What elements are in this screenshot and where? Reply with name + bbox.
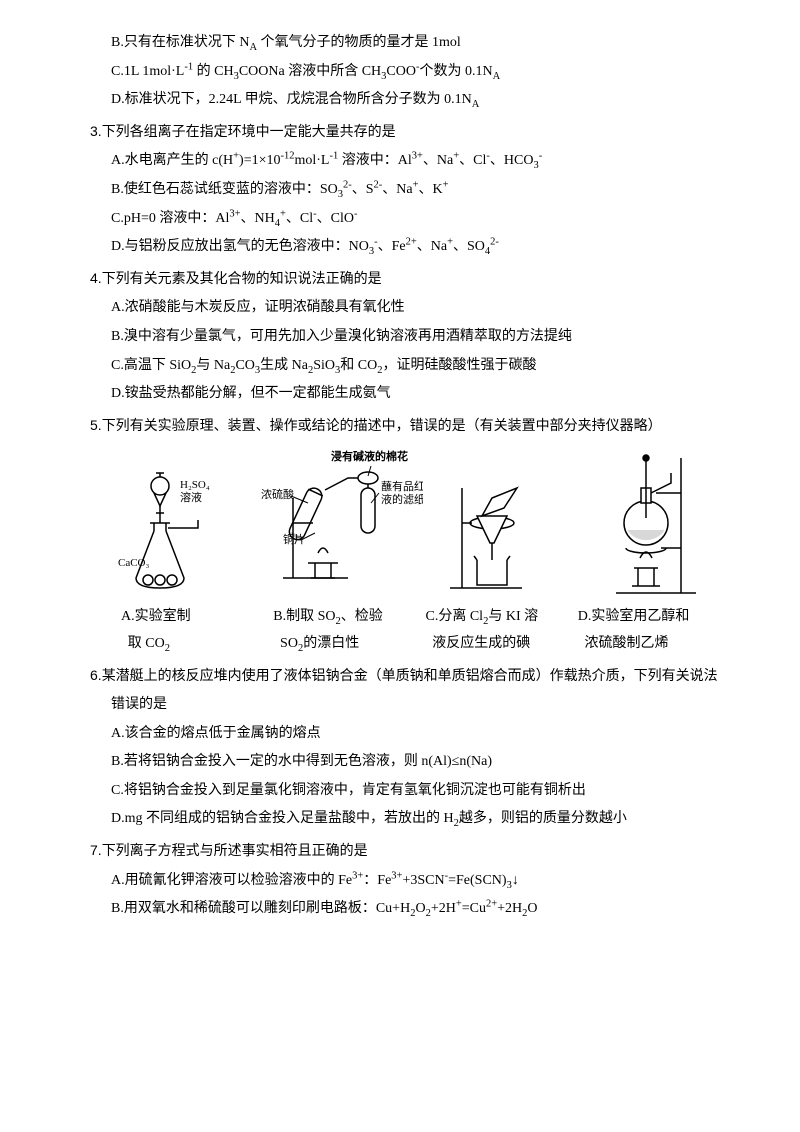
apparatus-d-svg bbox=[586, 448, 706, 598]
q5-cap-b2: SO2的漂白性 bbox=[263, 631, 415, 658]
q2-option-b: B.只有在标准状况下 NA 个氧气分子的物质的量才是 1mol bbox=[90, 30, 720, 57]
diagram-d bbox=[571, 448, 720, 600]
q6-stem2: 错误的是 bbox=[90, 692, 720, 719]
q2-option-c: C.1L 1mol·L-1 的 CH3COONa 溶液中所含 CH3COO-个数… bbox=[90, 59, 720, 86]
svg-text:浓硫酸: 浓硫酸 bbox=[261, 487, 294, 501]
q5-cap-a1: A.实验室制 bbox=[111, 604, 263, 631]
q6-number: 6. bbox=[90, 667, 102, 683]
q5-cap-c1: C.分离 Cl2与 KI 溶 bbox=[416, 604, 568, 631]
q5-cap-a2: 取 CO2 bbox=[111, 631, 263, 658]
q7-option-b: B.用双氧水和稀硫酸可以雕刻印刷电路板：Cu+H2O2+2H+=Cu2++2H2… bbox=[90, 896, 720, 923]
q4-option-b: B.溴中溶有少量氯气，可用先加入少量溴化钠溶液再用酒精萃取的方法提纯 bbox=[90, 324, 720, 351]
q6-option-b: B.若将铝钠合金投入一定的水中得到无色溶液，则 n(Al)≤n(Na) bbox=[90, 749, 720, 776]
svg-text:铜片: 铜片 bbox=[283, 532, 305, 546]
q7-number: 7. bbox=[90, 842, 102, 858]
q5-cap-d1: D.实验室用乙醇和 bbox=[568, 604, 720, 631]
q3-option-d: D.与铝粉反应放出氢气的无色溶液中：NO3-、Fe2+、Na+、SO42- bbox=[90, 234, 720, 261]
q6-option-a: A.该合金的熔点低于金属钠的熔点 bbox=[90, 721, 720, 748]
document-page: B.只有在标准状况下 NA 个氧气分子的物质的量才是 1mol C.1L 1mo… bbox=[0, 0, 800, 1132]
svg-text:蘸有品红溶: 蘸有品红溶 bbox=[381, 479, 423, 493]
q6-stem: 6.某潜艇上的核反应堆内使用了液体铝钠合金（单质钠和单质铝熔合而成）作载热介质，… bbox=[90, 662, 720, 691]
q3-option-b: B.使红色石蕊试纸变蓝的溶液中：SO32-、S2-、Na+、K+ bbox=[90, 177, 720, 204]
diagram-c bbox=[423, 468, 572, 600]
q7-text: 下列离子方程式与所述事实相符且正确的是 bbox=[102, 844, 368, 859]
q6-option-c: C.将铝钠合金投入到足量氯化铜溶液中，肯定有氢氧化铜沉淀也可能有铜析出 bbox=[90, 778, 720, 805]
q5-cap-c2: 液反应生成的碘 bbox=[416, 631, 568, 658]
q6-option-d: D.mg 不同组成的铝钠合金投入足量盐酸中，若放出的 H2越多，则铝的质量分数越… bbox=[90, 806, 720, 833]
apparatus-a-svg: H₂SO₄ 溶液 CaCO₃ bbox=[118, 468, 238, 598]
q3-number: 3. bbox=[90, 123, 102, 139]
svg-text:CaCO₃: CaCO₃ bbox=[118, 557, 150, 569]
q4-text: 下列有关元素及其化合物的知识说法正确的是 bbox=[102, 272, 382, 287]
diagram-a: H₂SO₄ 溶液 CaCO₃ bbox=[104, 468, 253, 600]
svg-text:H₂SO₄: H₂SO₄ bbox=[180, 479, 210, 491]
q5-captions-row2: 取 CO2 SO2的漂白性 液反应生成的碘 浓硫酸制乙烯 bbox=[90, 631, 720, 658]
q5-stem: 5.下列有关实验原理、装置、操作或结论的描述中，错误的是（有关装置中部分夹持仪器… bbox=[90, 412, 720, 441]
q2-option-d: D.标准状况下，2.24L 甲烷、戊烷混合物所含分子数为 0.1NA bbox=[90, 87, 720, 114]
svg-text:浸有碱液的棉花: 浸有碱液的棉花 bbox=[331, 449, 408, 463]
svg-text:溶液: 溶液 bbox=[180, 490, 202, 504]
q4-option-a: A.浓硝酸能与木炭反应，证明浓硝酸具有氧化性 bbox=[90, 295, 720, 322]
q4-number: 4. bbox=[90, 270, 102, 286]
q5-number: 5. bbox=[90, 417, 102, 433]
q3-option-c: C.pH=0 溶液中：Al3+、NH4+、Cl-、ClO- bbox=[90, 206, 720, 233]
q3-option-a: A.水电离产生的 c(H+)=1×10-12mol·L-1 溶液中：Al3+、N… bbox=[90, 148, 720, 175]
q4-stem: 4.下列有关元素及其化合物的知识说法正确的是 bbox=[90, 265, 720, 294]
q4-option-c: C.高温下 SiO2与 Na2CO3生成 Na2SiO3和 CO2，证明硅酸酸性… bbox=[90, 353, 720, 380]
q7-stem: 7.下列离子方程式与所述事实相符且正确的是 bbox=[90, 837, 720, 866]
diagram-b: 浓硫酸 铜片 浸有碱液的棉花 蘸有品红溶 液的滤纸条 bbox=[253, 448, 423, 600]
q4-option-d: D.铵盐受热都能分解，但不一定都能生成氨气 bbox=[90, 381, 720, 408]
apparatus-b-svg: 浓硫酸 铜片 浸有碱液的棉花 蘸有品红溶 液的滤纸条 bbox=[253, 448, 423, 598]
apparatus-c-svg bbox=[442, 468, 552, 598]
q6-text: 某潜艇上的核反应堆内使用了液体铝钠合金（单质钠和单质铝熔合而成）作载热介质，下列… bbox=[102, 669, 718, 684]
q3-text: 下列各组离子在指定环境中一定能大量共存的是 bbox=[102, 125, 396, 140]
q5-diagrams: H₂SO₄ 溶液 CaCO₃ bbox=[90, 448, 720, 600]
q3-stem: 3.下列各组离子在指定环境中一定能大量共存的是 bbox=[90, 118, 720, 147]
svg-text:液的滤纸条: 液的滤纸条 bbox=[381, 492, 423, 506]
q7-option-a: A.用硫氰化钾溶液可以检验溶液中的 Fe3+：Fe3++3SCN-=Fe(SCN… bbox=[90, 868, 720, 895]
q5-text: 下列有关实验原理、装置、操作或结论的描述中，错误的是（有关装置中部分夹持仪器略） bbox=[102, 419, 662, 434]
q5-cap-d2: 浓硫酸制乙烯 bbox=[568, 631, 720, 658]
q5-cap-b1: B.制取 SO2、检验 bbox=[263, 604, 415, 631]
q5-captions-row1: A.实验室制 B.制取 SO2、检验 C.分离 Cl2与 KI 溶 D.实验室用… bbox=[90, 604, 720, 631]
